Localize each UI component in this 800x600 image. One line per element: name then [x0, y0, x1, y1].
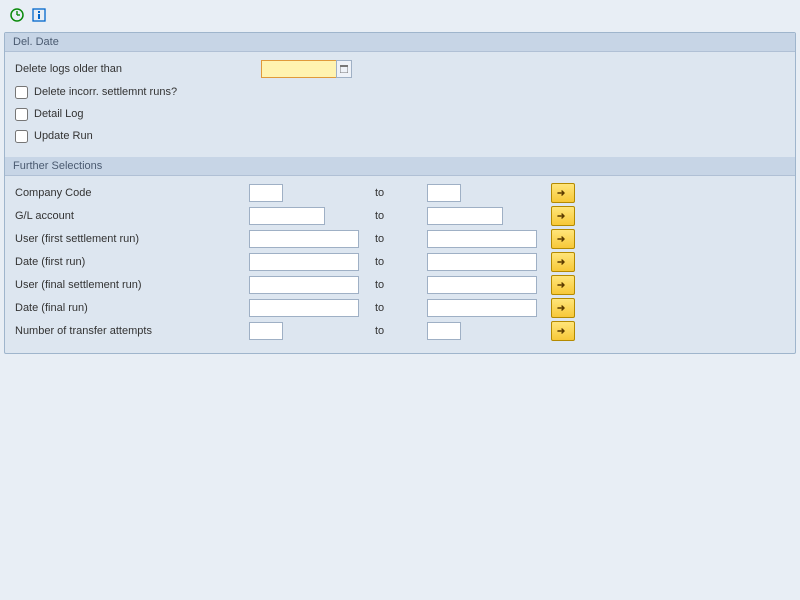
selection-row: G/L account to — [15, 205, 785, 227]
to-label: to — [373, 325, 423, 337]
label-cb-update: Update Run — [34, 130, 93, 142]
section-body-del-date: Delete logs older than Delete incorr. se… — [5, 52, 795, 157]
to-input[interactable] — [427, 207, 503, 225]
multiple-selection-button[interactable] — [551, 275, 575, 295]
info-icon[interactable] — [30, 6, 48, 24]
from-input[interactable] — [249, 276, 359, 294]
to-input[interactable] — [427, 230, 537, 248]
label-cb-detail: Detail Log — [34, 108, 84, 120]
multiple-selection-button[interactable] — [551, 298, 575, 318]
selection-row: Number of transfer attempts to — [15, 320, 785, 342]
main-panel: Del. Date Delete logs older than Delete … — [4, 32, 796, 354]
execute-icon[interactable] — [8, 6, 26, 24]
to-label: to — [373, 302, 423, 314]
from-input[interactable] — [249, 207, 325, 225]
delete-older-input[interactable] — [261, 60, 337, 78]
row-cb-incorr: Delete incorr. settlemnt runs? — [15, 81, 785, 103]
section-body-further: Company CodetoG/L accounttoUser (first s… — [5, 176, 795, 353]
from-input[interactable] — [249, 184, 283, 202]
to-input[interactable] — [427, 276, 537, 294]
to-input[interactable] — [427, 299, 537, 317]
row-label: G/L account — [15, 210, 245, 222]
label-delete-older: Delete logs older than — [15, 63, 261, 75]
selection-row: Date (first run) to — [15, 251, 785, 273]
to-label: to — [373, 187, 423, 199]
to-input[interactable] — [427, 253, 537, 271]
selection-row: Date (final run) to — [15, 297, 785, 319]
to-input[interactable] — [427, 184, 461, 202]
checkbox-incorr[interactable] — [15, 86, 28, 99]
row-label: User (final settlement run) — [15, 279, 245, 291]
checkbox-detail[interactable] — [15, 108, 28, 121]
to-label: to — [373, 256, 423, 268]
row-cb-update: Update Run — [15, 125, 785, 147]
from-input[interactable] — [249, 299, 359, 317]
row-cb-detail: Detail Log — [15, 103, 785, 125]
delete-older-input-wrap — [261, 60, 352, 78]
multiple-selection-button[interactable] — [551, 206, 575, 226]
to-label: to — [373, 233, 423, 245]
row-label: User (first settlement run) — [15, 233, 245, 245]
selection-row: Company Code to — [15, 182, 785, 204]
multiple-selection-button[interactable] — [551, 321, 575, 341]
selection-row: User (final settlement run) to — [15, 274, 785, 296]
row-label: Date (final run) — [15, 302, 245, 314]
row-delete-older: Delete logs older than — [15, 58, 785, 80]
to-label: to — [373, 279, 423, 291]
section-header-further: Further Selections — [5, 157, 795, 176]
row-label: Number of transfer attempts — [15, 325, 245, 337]
multiple-selection-button[interactable] — [551, 229, 575, 249]
from-input[interactable] — [249, 230, 359, 248]
row-label: Company Code — [15, 187, 245, 199]
multiple-selection-button[interactable] — [551, 183, 575, 203]
to-input[interactable] — [427, 322, 461, 340]
row-label: Date (first run) — [15, 256, 245, 268]
app-toolbar — [4, 4, 796, 32]
multiple-selection-button[interactable] — [551, 252, 575, 272]
from-input[interactable] — [249, 322, 283, 340]
selection-row: User (first settlement run) to — [15, 228, 785, 250]
checkbox-update[interactable] — [15, 130, 28, 143]
from-input[interactable] — [249, 253, 359, 271]
label-cb-incorr: Delete incorr. settlemnt runs? — [34, 86, 177, 98]
to-label: to — [373, 210, 423, 222]
section-header-del-date: Del. Date — [5, 33, 795, 52]
f4-help-icon[interactable] — [336, 60, 352, 78]
